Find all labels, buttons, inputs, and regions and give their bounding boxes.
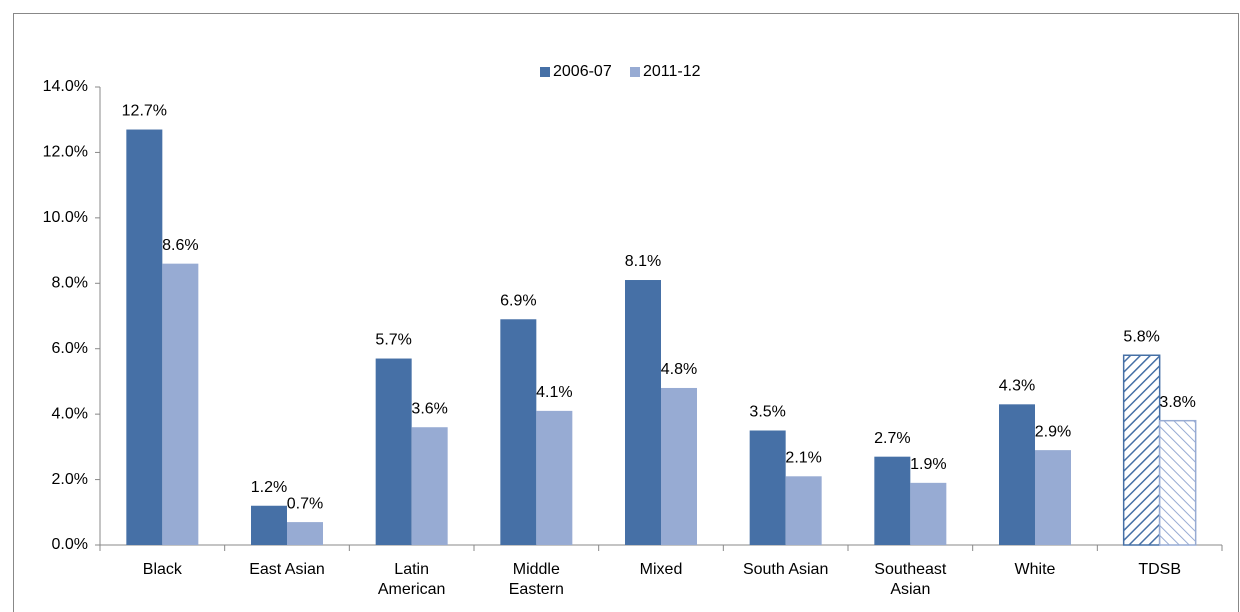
legend-label: 2011-12 [643,63,701,80]
x-tick-label: Black [142,561,182,578]
data-label: 3.5% [749,404,785,421]
bar [999,404,1035,545]
y-tick-label: 8.0% [52,275,88,292]
y-tick-label: 12.0% [43,144,88,161]
bar [785,476,822,545]
data-label: 6.9% [500,292,536,309]
data-label: 2.9% [1035,423,1071,440]
bar [874,456,911,545]
x-tick-label: Mixed [639,561,683,578]
frame [13,13,1239,612]
data-label: 4.3% [999,378,1035,395]
bar [910,482,947,545]
y-tick-label: 10.0% [43,209,88,226]
bar [1035,450,1071,545]
data-label: 0.7% [287,495,323,512]
bar [500,319,537,545]
bar [536,410,573,545]
data-label: 12.7% [122,103,167,120]
x-tick-label: Latin American [377,561,446,598]
bar [661,387,697,545]
bar [749,430,786,545]
legend-swatch [630,67,640,77]
x-tick-label: East Asian [249,561,325,578]
data-label: 5.8% [1123,328,1159,345]
bar [126,129,163,545]
bar [1122,354,1161,546]
legend-label: 2006-07 [553,63,612,80]
x-tick-label: TDSB [1138,561,1181,578]
y-tick-label: 14.0% [43,78,88,95]
data-label: 2.7% [874,430,910,447]
y-tick-label: 6.0% [52,340,88,357]
data-label: 4.1% [536,384,572,401]
y-tick-label: 0.0% [52,536,88,553]
data-label: 2.1% [785,450,821,467]
data-label: 3.6% [411,400,447,417]
x-tick-label: South Asian [742,561,829,578]
bar [375,358,412,545]
bar [162,263,199,545]
bar [411,427,448,545]
bar [287,522,323,545]
y-tick-label: 4.0% [52,405,88,422]
bar [625,280,661,545]
data-label: 4.8% [661,361,697,378]
bar [251,505,287,545]
data-label: 8.1% [625,253,661,270]
data-label: 1.9% [910,456,946,473]
x-tick-label: Southeast Asian [874,561,947,598]
data-label: 3.8% [1159,394,1195,411]
bar [1158,419,1197,546]
x-tick-label: Middle Eastern [508,561,564,598]
y-tick-label: 2.0% [52,471,88,488]
data-label: 5.7% [375,332,411,349]
x-tick-label: White [1014,561,1056,578]
legend-swatch [540,67,550,77]
data-label: 1.2% [251,479,287,496]
data-label: 8.6% [162,237,198,254]
